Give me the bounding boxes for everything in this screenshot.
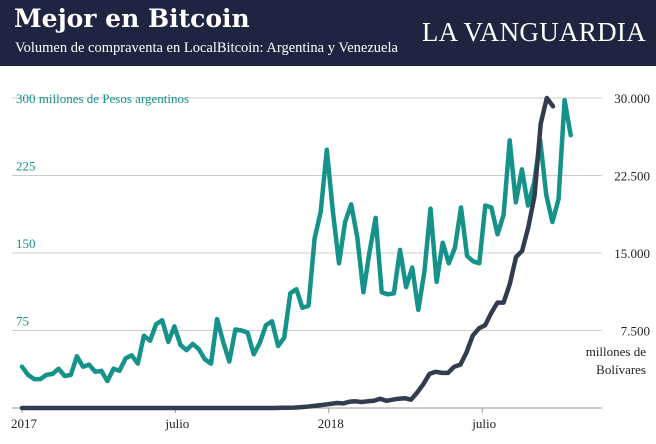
x-tick-label: julio (164, 416, 189, 431)
right-tick-label: 15.000 (614, 246, 650, 261)
chart-header: Mejor en Bitcoin Volumen de compraventa … (0, 0, 656, 66)
series-line-argentina (19, 97, 573, 384)
chart-title: Mejor en Bitcoin (14, 4, 250, 33)
left-axis-unit-label: 300 millones de Pesos argentinos (16, 91, 189, 106)
gridlines (12, 97, 602, 413)
chart-subtitle: Volumen de compraventa en LocalBitcoin: … (15, 40, 398, 56)
left-tick-label: 75 (16, 314, 29, 329)
series-line-venezuela (19, 95, 556, 411)
x-tick-label: julio (471, 416, 496, 431)
x-tick-label: 2018 (318, 416, 344, 431)
right-axis-unit-label-line2: Bolívares (596, 362, 646, 377)
axis-labels: 300 millones de Pesos argentinos millone… (11, 91, 650, 431)
right-axis-unit-label-line1: millones de (586, 344, 647, 359)
x-tick-label: 2017 (11, 416, 38, 431)
right-tick-label: 22.500 (614, 169, 650, 184)
series-lines (19, 95, 573, 411)
right-tick-label: 30.000 (614, 91, 650, 106)
left-tick-label: 225 (16, 159, 36, 174)
right-tick-label: 7.500 (621, 324, 650, 339)
brand-logo: LA VANGUARDIA (421, 17, 646, 47)
left-tick-label: 150 (16, 236, 36, 251)
